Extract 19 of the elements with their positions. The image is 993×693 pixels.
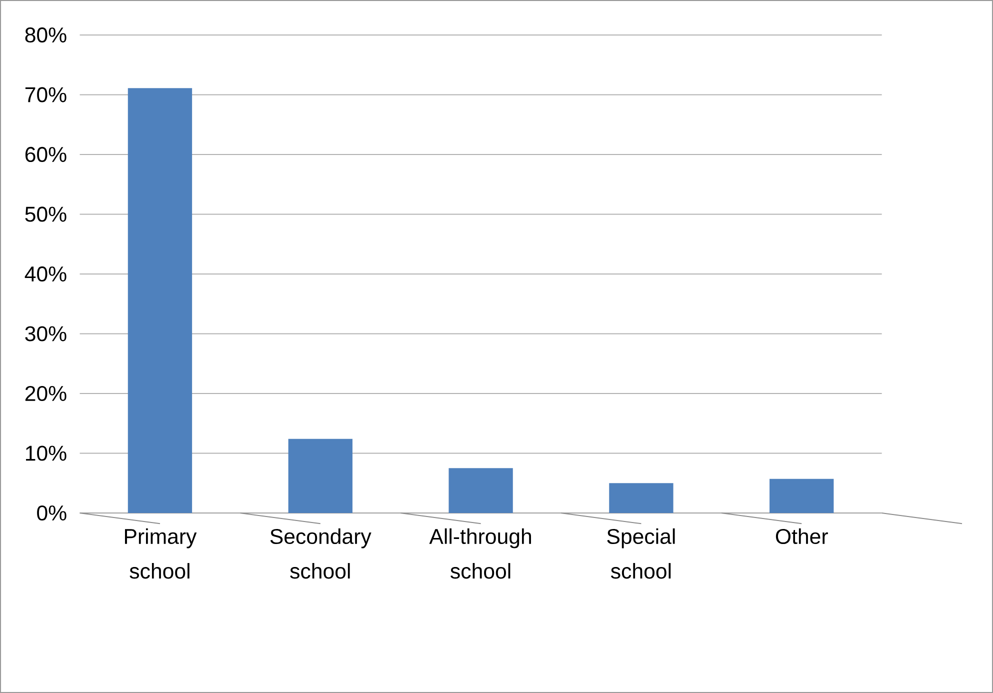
y-tick-label: 10% <box>26 446 66 461</box>
y-tick-label: 20% <box>25 386 66 402</box>
y-tick-label: 40% <box>24 266 66 282</box>
y-tick-label: 50% <box>25 206 66 222</box>
y-tick-label: 70% <box>25 87 66 102</box>
y-tick-label: 80% <box>25 27 66 43</box>
bar <box>609 483 674 514</box>
bar <box>770 478 834 514</box>
x-tick-label: All-through school <box>429 528 531 579</box>
x-tick-label: Other <box>776 528 828 544</box>
bar <box>448 468 513 514</box>
bar <box>288 438 352 514</box>
x-tick-label: Primary school <box>125 528 197 579</box>
y-tick-label: 30% <box>25 326 66 342</box>
x-tick-label: Special school <box>607 528 675 579</box>
bar <box>128 88 192 514</box>
x-tick-label: Secondary school <box>270 528 372 579</box>
y-tick-label: 0% <box>37 505 66 521</box>
y-tick-label: 60% <box>25 146 66 162</box>
